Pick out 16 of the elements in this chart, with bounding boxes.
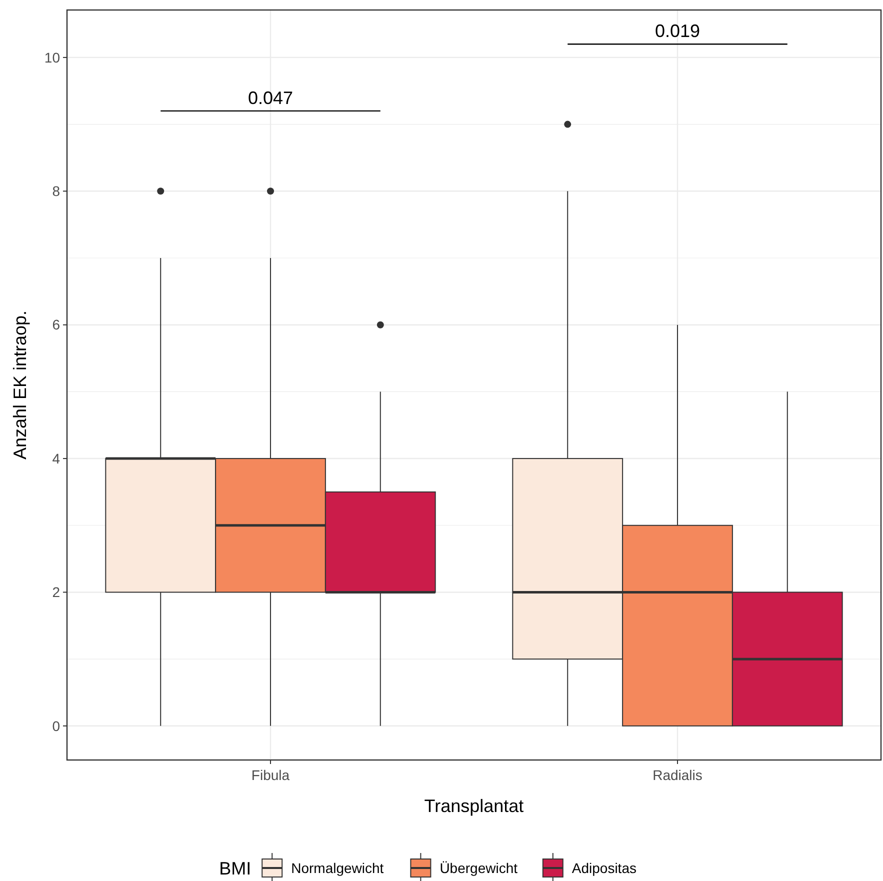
y-tick-label: 6 bbox=[52, 316, 60, 333]
y-tick-label: 0 bbox=[52, 718, 60, 734]
y-tick-label: 10 bbox=[44, 49, 60, 66]
x-axis-title: Transplantat bbox=[424, 796, 524, 816]
legend-label: Normalgewicht bbox=[291, 860, 384, 876]
legend-label: Übergewicht bbox=[440, 860, 518, 876]
y-tick-label: 4 bbox=[52, 450, 60, 466]
x-tick-label: Radialis bbox=[652, 767, 702, 783]
legend-title: BMI bbox=[219, 858, 252, 878]
legend-label: Adipositas bbox=[572, 860, 636, 876]
y-tick-label: 2 bbox=[52, 584, 60, 600]
x-tick-label: Fibula bbox=[251, 767, 290, 783]
y-tick-label: 8 bbox=[52, 183, 60, 200]
y-axis-title: Anzahl EK intraop. bbox=[10, 310, 30, 460]
annotation: 0.019 bbox=[654, 21, 700, 42]
annotation: 0.047 bbox=[248, 88, 294, 108]
